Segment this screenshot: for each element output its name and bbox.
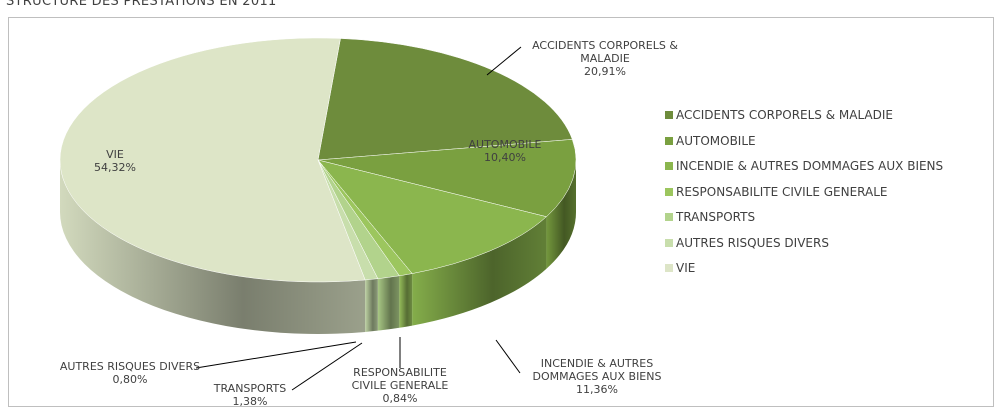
pie-slice: [317, 159, 547, 274]
label-name: TRANSPORTS: [213, 382, 287, 395]
legend-entry: INCENDIE & AUTRES DOMMAGES AUX BIENS: [665, 159, 943, 173]
label-value: 54,32%: [94, 161, 136, 174]
legend-label: INCENDIE & AUTRES DOMMAGES AUX BIENS: [676, 159, 944, 173]
chart-title: STRUCTURE DES PRESTATIONS EN 2011: [6, 0, 277, 9]
label-value: 1,38%: [232, 395, 268, 408]
chart-frame: [8, 17, 994, 407]
label-name: ACCIDENTS CORPORELS & MALADIE: [532, 39, 678, 65]
legend-entry: TRANSPORTS: [665, 210, 755, 224]
legend-swatch: [665, 187, 673, 196]
leader-line: [195, 341, 357, 369]
legend-label: ACCIDENTS CORPORELS & MALADIE: [676, 108, 894, 122]
data-label: VIE 54,32%: [65, 148, 165, 174]
pie-side-shade: [412, 216, 547, 326]
legend-label: AUTRES RISQUES DIVERS: [676, 235, 829, 250]
label-value: 0,80%: [112, 373, 148, 386]
pie-slice: [317, 139, 577, 217]
label-name: AUTRES RISQUES DIVERS: [59, 360, 201, 373]
legend-label: VIE: [676, 261, 696, 275]
leader-line: [291, 342, 363, 391]
legend-entry: RESPONSABILITE CIVILE GENERALE: [665, 185, 887, 199]
legend-label: TRANSPORTS: [676, 210, 756, 224]
legend-swatch: [665, 136, 673, 145]
pie-side-shade: [399, 273, 413, 328]
label-name: RESPONSABILITE CIVILE GENERALE: [351, 366, 449, 392]
data-label: ACCIDENTS CORPORELS & MALADIE 20,91%: [510, 39, 700, 78]
label-name: VIE: [106, 148, 124, 161]
legend-entry: AUTOMOBILE: [665, 134, 756, 148]
pie-sides: [60, 160, 576, 334]
legend-swatch: [665, 111, 673, 119]
legend-entry: AUTRES RISQUES DIVERS: [665, 236, 829, 250]
data-label: AUTRES RISQUES DIVERS 0,80%: [55, 360, 205, 386]
legend-swatch: [665, 264, 673, 272]
data-label: RESPONSABILITE CIVILE GENERALE 0,84%: [345, 366, 455, 405]
label-name: AUTOMOBILE: [468, 138, 542, 151]
legend-swatch: [665, 213, 673, 221]
legend-swatch: [665, 162, 673, 170]
label-value: 0,84%: [382, 392, 418, 405]
label-value: 20,91%: [584, 65, 626, 78]
data-label: TRANSPORTS 1,38%: [205, 382, 295, 408]
legend-entry: ACCIDENTS CORPORELS & MALADIE: [665, 108, 893, 122]
data-label: INCENDIE & AUTRES DOMMAGES AUX BIENS 11,3…: [515, 357, 680, 396]
label-name: INCENDIE & AUTRES DOMMAGES AUX BIENS: [532, 357, 662, 383]
data-label: AUTOMOBILE 10,40%: [445, 138, 565, 164]
legend-swatch: [665, 238, 673, 247]
leader-line: [495, 339, 521, 374]
pie-tops: [59, 37, 577, 283]
pie-side-shade: [546, 160, 576, 269]
pie-side-shade: [60, 160, 366, 334]
legend-entry: VIE: [665, 261, 695, 275]
legend-label: RESPONSABILITE CIVILE GENERALE: [676, 184, 888, 199]
label-value: 10,40%: [484, 151, 526, 164]
pie-side-shade: [377, 275, 400, 331]
legend-label: AUTOMOBILE: [676, 133, 756, 148]
leader-line: [486, 46, 522, 76]
label-value: 11,36%: [576, 383, 618, 396]
pie-slice: [59, 37, 366, 283]
pie-side-shade: [365, 278, 378, 332]
